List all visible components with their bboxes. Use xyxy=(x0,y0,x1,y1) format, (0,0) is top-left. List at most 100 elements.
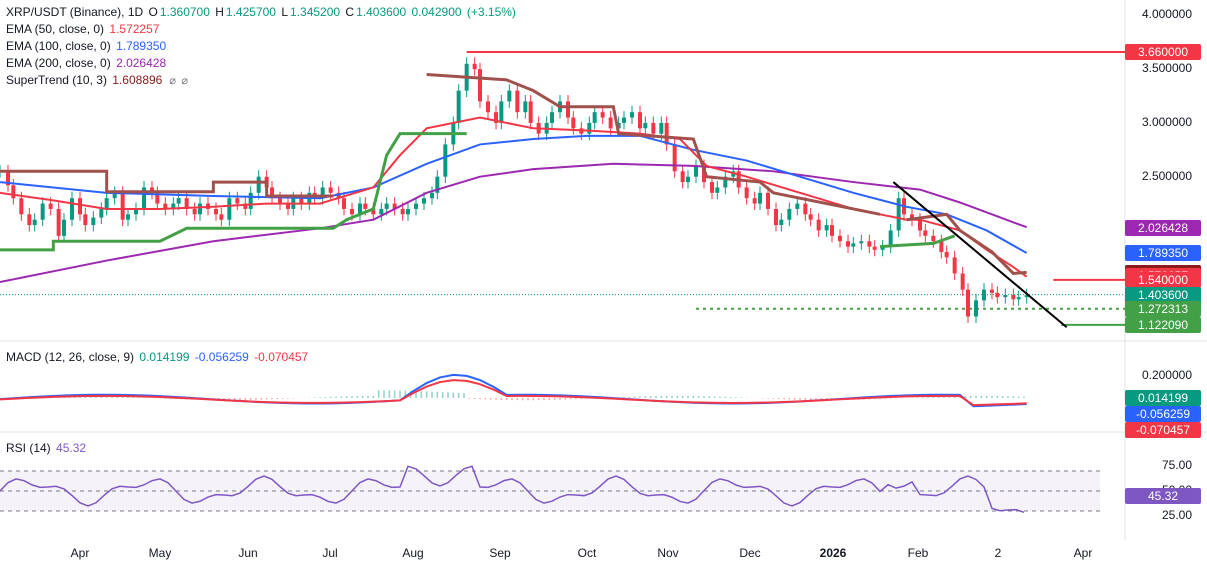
ema100-legend[interactable]: EMA (100, close, 0) 1.789350 xyxy=(6,38,518,55)
low-value: 1.345200 xyxy=(290,5,341,19)
change-value: 0.042900 xyxy=(411,5,462,19)
macd-value-pill: -0.070457 xyxy=(1125,422,1201,438)
candle-body xyxy=(155,192,160,204)
price-label-pill: 1.540000 xyxy=(1125,271,1201,288)
candle-body xyxy=(702,165,706,183)
ema200-line xyxy=(0,162,1028,284)
macd-value-pill: 0.014199 xyxy=(1125,390,1201,406)
candle-body xyxy=(795,203,800,209)
candle-body xyxy=(774,208,778,226)
candle-body xyxy=(70,198,74,220)
candle-body xyxy=(803,203,808,215)
candle-body xyxy=(278,198,282,204)
x-axis-label: Apr xyxy=(1073,546,1093,560)
price-label-pill: 1.122090 xyxy=(1125,316,1201,333)
candle-body xyxy=(787,208,792,220)
candle-body xyxy=(248,192,253,209)
macd-histogram-value: 0.014199 xyxy=(139,350,190,364)
candle-body xyxy=(184,198,189,209)
candle-body xyxy=(342,198,346,209)
candle-body xyxy=(126,214,130,220)
candle-body xyxy=(571,117,576,129)
price-label-pill: 1.789350 xyxy=(1125,245,1201,262)
macd-tick-label: 0.200000 xyxy=(1141,368,1192,382)
candle-body xyxy=(851,243,856,247)
candle-body xyxy=(824,225,829,231)
candle-body xyxy=(643,122,648,129)
candle-body xyxy=(235,198,240,204)
symbol-title[interactable]: XRP/USDT (Binance), 1D xyxy=(6,5,144,19)
x-axis-label: Dec xyxy=(739,546,761,560)
candle-body xyxy=(715,187,720,193)
candle-body xyxy=(120,192,125,220)
supertrend-up-line xyxy=(879,234,956,249)
candle-body xyxy=(672,144,677,172)
candle-body xyxy=(664,122,669,145)
candle-body xyxy=(270,187,274,199)
candle-body xyxy=(176,198,181,204)
candle-body xyxy=(112,192,117,199)
close-value: 1.403600 xyxy=(356,5,407,19)
candle-body xyxy=(592,112,597,123)
candle-body xyxy=(880,246,885,250)
candle-body xyxy=(456,90,461,123)
candle-body xyxy=(406,208,410,215)
candle-body xyxy=(320,187,325,199)
candle-body xyxy=(336,192,341,199)
candle-body xyxy=(11,185,16,199)
candle-body xyxy=(83,214,88,226)
candle-body xyxy=(982,289,986,301)
trendline xyxy=(892,181,1068,329)
price-label-pill: 1.272313 xyxy=(1125,300,1201,317)
candle-body xyxy=(400,208,405,215)
supertrend-legend[interactable]: SuperTrend (10, 3) 1.608896 ⌀ ⌀ xyxy=(6,72,518,90)
macd-signal-line xyxy=(0,379,1027,407)
candle-body xyxy=(651,122,656,134)
open-value: 1.360700 xyxy=(159,5,210,19)
candle-body xyxy=(48,203,53,209)
x-axis-label: Aug xyxy=(402,546,424,560)
candle-body xyxy=(918,219,922,231)
macd-legend[interactable]: MACD (12, 26, close, 9) 0.014199 -0.0562… xyxy=(6,349,310,366)
candle-body xyxy=(515,90,520,113)
rsi-name: RSI (14) xyxy=(6,441,51,455)
candle-body xyxy=(328,187,333,193)
supertrend-value: 1.608896 xyxy=(112,73,163,87)
main-legend: XRP/USDT (Binance), 1D O 1.360700 H 1.4257… xyxy=(6,4,518,90)
candle-body xyxy=(507,90,512,102)
candle-body xyxy=(960,273,965,290)
candle-body xyxy=(1003,294,1008,298)
candle-body xyxy=(104,198,109,209)
macd-line-value: -0.056259 xyxy=(194,350,249,364)
candle-body xyxy=(966,289,970,317)
candle-body xyxy=(694,165,698,177)
ema50-name: EMA (50, close, 0) xyxy=(6,22,105,36)
candle-body xyxy=(723,176,728,188)
candle-body xyxy=(227,198,232,220)
candle-body xyxy=(286,203,290,209)
close-label: C xyxy=(345,5,355,19)
candle-body xyxy=(608,117,613,129)
candle-body xyxy=(1011,294,1016,300)
candle-body xyxy=(686,176,690,183)
x-axis-label: Oct xyxy=(577,546,597,560)
ema200-legend[interactable]: EMA (200, close, 0) 2.026428 xyxy=(6,55,518,72)
price-label-pill: 1.403600 xyxy=(1125,286,1201,303)
ema50-legend[interactable]: EMA (50, close, 0) 1.572257 xyxy=(6,21,518,38)
candle-body xyxy=(766,192,770,209)
ema50-value: 1.572257 xyxy=(109,22,160,36)
candle-body xyxy=(808,214,813,220)
candle-body xyxy=(171,203,176,209)
rsi-legend[interactable]: RSI (14) 45.32 xyxy=(6,440,88,457)
ohlc-legend-row: XRP/USDT (Binance), 1D O 1.360700 H 1.4257… xyxy=(6,4,518,21)
supertrend-down-line xyxy=(0,169,334,198)
x-axis-label: 2026 xyxy=(819,546,847,560)
y-tick-label: 3.000000 xyxy=(1141,114,1192,129)
candle-body xyxy=(939,241,944,252)
high-value: 1.425700 xyxy=(225,5,276,19)
ema100-value: 1.789350 xyxy=(116,39,167,53)
supertrend-down-line xyxy=(906,212,1027,276)
candle-body xyxy=(600,112,605,118)
candle-body xyxy=(494,112,498,123)
candle-body xyxy=(744,187,749,199)
